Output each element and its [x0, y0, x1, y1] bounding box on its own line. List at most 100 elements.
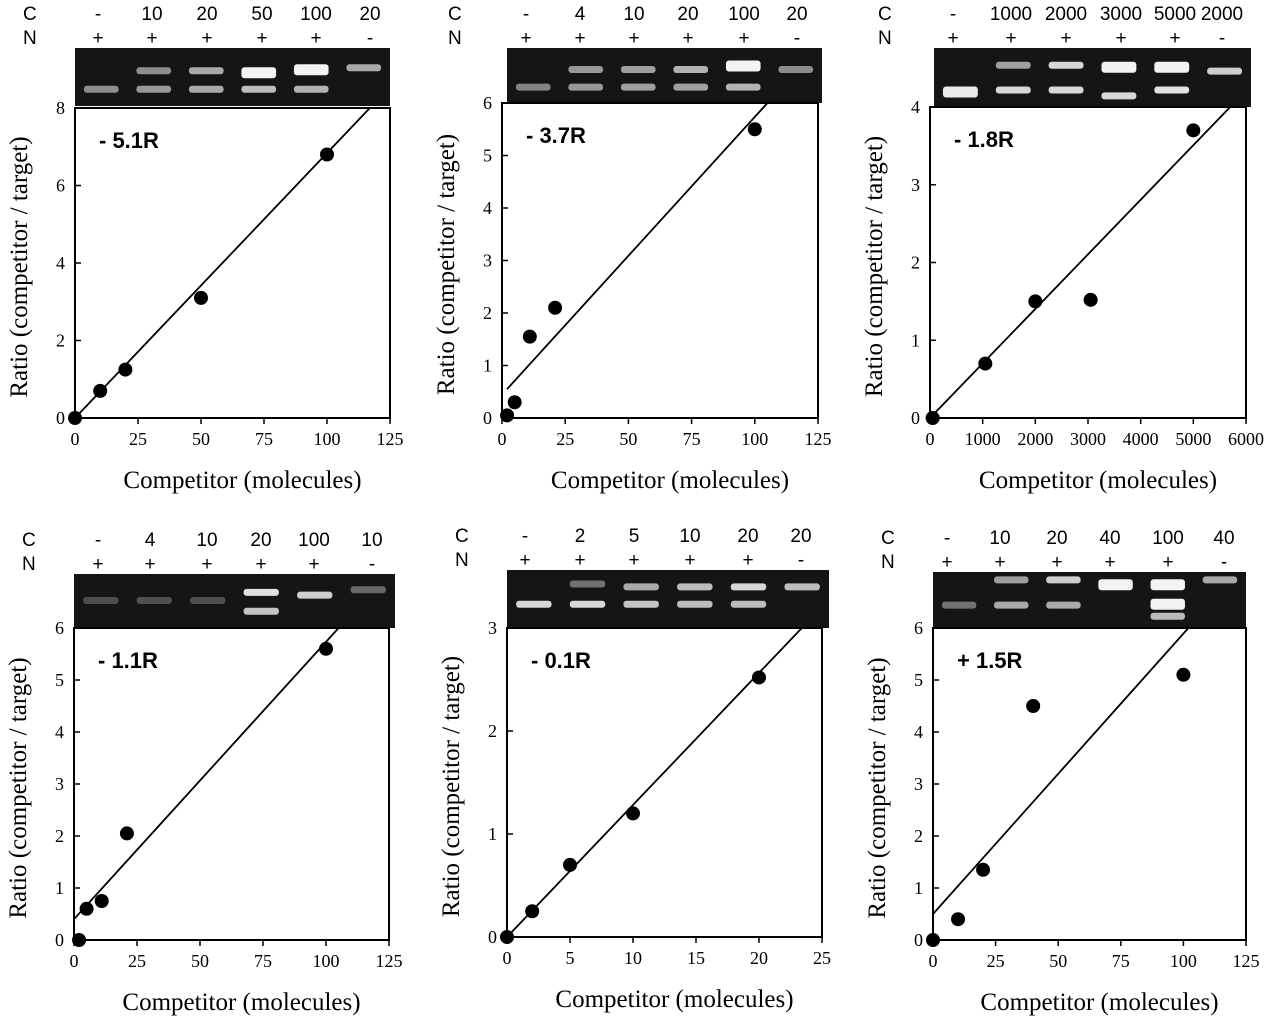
- x-tick-label: 100: [741, 429, 768, 449]
- y-tick-label: 1: [914, 878, 923, 898]
- gel-lane-n-label: +: [628, 28, 639, 49]
- gel-band: [136, 85, 172, 93]
- gel-lane-c-label: 2: [575, 526, 586, 547]
- gel-band: [941, 601, 977, 609]
- gel-lane-n-label: +: [742, 550, 753, 571]
- gel-lane-c-label: 100: [298, 530, 330, 551]
- gel-lane-n-label: +: [201, 554, 212, 575]
- y-tick-label: 2: [56, 331, 65, 351]
- gel-lane-n-label: +: [255, 554, 266, 575]
- gel-lane-c-label: 50: [251, 4, 272, 25]
- y-tick-label: 4: [56, 253, 65, 273]
- y-tick-label: 4: [55, 722, 64, 742]
- gel-image: [507, 570, 829, 628]
- gel-lane-c-label: 20: [1046, 528, 1067, 549]
- fit-line: [506, 102, 769, 390]
- gel-row-label-n: N: [878, 28, 892, 49]
- gel-lane-n-label: +: [1060, 28, 1071, 49]
- x-tick-label: 0: [498, 429, 507, 449]
- x-tick-label: 4000: [1123, 429, 1159, 449]
- y-tick-label: 6: [914, 618, 923, 638]
- chart-panel-5: CN- 2 5 10 20 20+ + + + + -0 5 10 15 20 250123Competito…: [438, 526, 831, 1013]
- fit-line: [929, 106, 1231, 419]
- gel-band: [994, 576, 1029, 584]
- gel-lane-c-label: -: [944, 528, 950, 549]
- gel-band: [83, 597, 119, 604]
- gel-image: [934, 48, 1251, 107]
- gel-band: [1150, 598, 1185, 610]
- data-point: [951, 912, 966, 927]
- x-tick-label: 50: [1049, 951, 1067, 971]
- data-point: [93, 383, 108, 398]
- gel-band: [1101, 61, 1137, 73]
- gel-lane-c-label: 40: [1099, 528, 1120, 549]
- x-tick-label: 2000: [1017, 429, 1053, 449]
- gel-lane-n-label: +: [738, 28, 749, 49]
- y-tick-label: 1: [911, 330, 920, 350]
- plot-frame: [932, 627, 1247, 941]
- x-tick-label: 0: [71, 429, 80, 449]
- x-tick-label: 125: [377, 429, 404, 449]
- y-tick-label: 6: [55, 618, 64, 638]
- y-axis-title: Ratio (competitor / target): [6, 136, 33, 397]
- data-point: [68, 411, 82, 425]
- x-tick-label: 25: [813, 948, 831, 968]
- y-tick-label: 6: [483, 93, 492, 113]
- plot-frame: [73, 627, 390, 941]
- data-point: [319, 641, 333, 656]
- slope-annotation: - 0.1R: [531, 648, 591, 673]
- x-tick-label: 50: [619, 429, 637, 449]
- data-point: [118, 362, 133, 377]
- slope-annotation: - 1.8R: [954, 127, 1014, 152]
- gel-lane-c-label: 40: [1213, 528, 1234, 549]
- gel-band: [1202, 576, 1238, 584]
- gel-band: [515, 83, 551, 91]
- gel-band: [1048, 61, 1084, 69]
- data-point: [72, 933, 87, 947]
- gel-lane-n-label: +: [146, 28, 157, 49]
- gel-lane-c-label: 20: [737, 526, 758, 547]
- gel-band: [620, 66, 656, 73]
- gel-band: [677, 600, 713, 608]
- gel-lane-n-label: +: [1104, 552, 1115, 573]
- gel-lane-c-label: -: [95, 4, 101, 25]
- gel-lane-n-label: +: [1169, 28, 1180, 49]
- gel-lane-n-label: +: [519, 550, 530, 571]
- x-tick-label: 0: [929, 951, 938, 971]
- gel-lane-n-label: +: [144, 554, 155, 575]
- gel-lane-c-label: 20: [786, 4, 807, 25]
- data-point: [747, 122, 762, 137]
- gel-lane-n-label: +: [201, 28, 212, 49]
- data-point: [1026, 699, 1041, 713]
- y-tick-label: 2: [911, 253, 920, 273]
- gel-lane-n-label: +: [574, 28, 585, 49]
- data-point: [926, 933, 940, 947]
- plot-frame: [501, 102, 819, 419]
- gel-lane-n-label: +: [628, 550, 639, 571]
- gel-band: [241, 85, 277, 93]
- plot-frame: [929, 106, 1247, 419]
- x-tick-label: 6000: [1228, 429, 1264, 449]
- x-axis-title: Competitor (molecules): [555, 986, 793, 1013]
- data-point: [500, 408, 515, 423]
- x-tick-label: 25: [129, 429, 147, 449]
- gel-band: [1048, 86, 1084, 94]
- gel-band: [293, 64, 329, 76]
- y-tick-label: 0: [488, 927, 497, 947]
- fit-line: [932, 627, 1190, 915]
- gel-band: [83, 85, 119, 93]
- x-tick-label: 20: [750, 948, 768, 968]
- gel-band: [1150, 612, 1185, 620]
- data-point: [752, 670, 766, 685]
- y-axis-title: Ratio (competitor / target): [861, 136, 888, 397]
- y-tick-label: 0: [483, 408, 492, 428]
- y-axis-title: Ratio (competitor / target): [864, 657, 891, 918]
- x-tick-label: 10: [624, 948, 642, 968]
- gel-lane-n-label: -: [369, 554, 375, 575]
- gel-band: [568, 66, 604, 73]
- gel-image: [933, 572, 1246, 628]
- gel-band: [136, 597, 172, 604]
- x-tick-label: 15: [687, 948, 705, 968]
- gel-band: [673, 83, 709, 91]
- x-tick-label: 3000: [1070, 429, 1106, 449]
